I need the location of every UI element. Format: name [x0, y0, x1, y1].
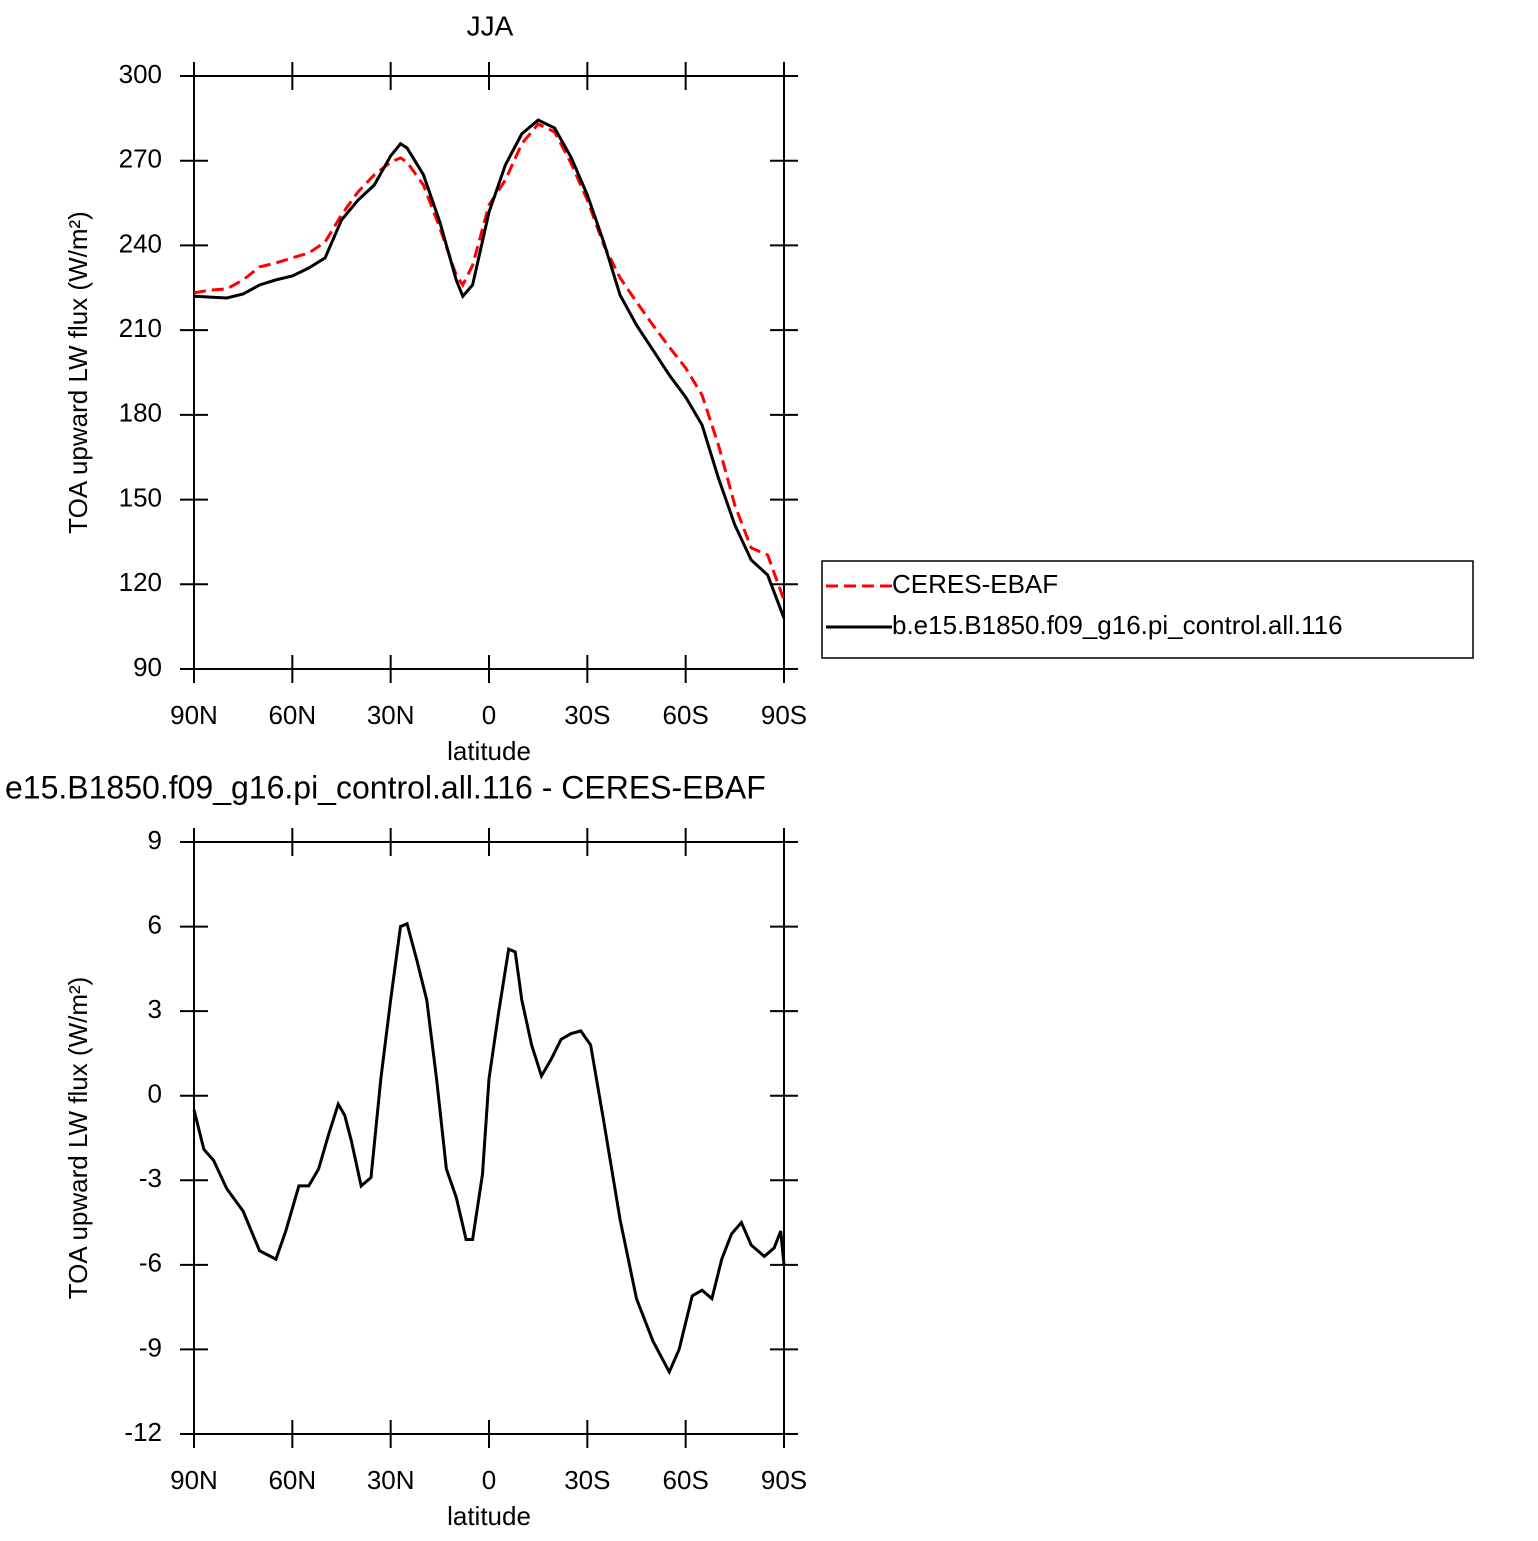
x-tick-label: 60S — [663, 1465, 709, 1495]
x-tick-label: 60S — [663, 700, 709, 730]
y-tick-label: 120 — [119, 567, 162, 597]
data-line — [193, 122, 786, 601]
legend-label: CERES-EBAF — [892, 569, 1058, 599]
legend-label: b.e15.B1850.f09_g16.pi_control.all.116 — [892, 610, 1343, 640]
x-axis-label: latitude — [447, 736, 531, 766]
x-tick-label: 0 — [482, 1465, 496, 1495]
plot-frame — [193, 75, 785, 670]
chart-title: e15.B1850.f09_g16.pi_control.all.116 - C… — [5, 769, 766, 805]
x-tick-label: 0 — [482, 700, 496, 730]
y-tick-label: -3 — [139, 1163, 162, 1193]
x-tick-label: 30N — [367, 1465, 415, 1495]
y-tick-label: -12 — [124, 1417, 162, 1447]
y-tick-label: 0 — [148, 1079, 162, 1109]
y-tick-label: 240 — [119, 228, 162, 258]
x-tick-label: 90N — [170, 1465, 218, 1495]
y-tick-label: 9 — [148, 825, 162, 855]
x-tick-label: 90S — [761, 1465, 807, 1495]
y-axis-label: TOA upward LW flux (W/m²) — [63, 211, 93, 534]
data-line — [193, 118, 786, 619]
y-tick-label: 300 — [119, 59, 162, 89]
y-tick-label: 6 — [148, 909, 162, 939]
plot-frame — [193, 841, 785, 1435]
x-tick-label: 30S — [564, 1465, 610, 1495]
x-tick-label: 30N — [367, 700, 415, 730]
y-tick-label: 3 — [148, 994, 162, 1024]
x-tick-label: 90N — [170, 700, 218, 730]
x-tick-label: 30S — [564, 700, 610, 730]
y-tick-label: 90 — [133, 652, 162, 682]
x-tick-label: 60N — [268, 1465, 316, 1495]
x-axis-label: latitude — [447, 1501, 531, 1531]
y-tick-label: 270 — [119, 144, 162, 174]
y-tick-label: 210 — [119, 313, 162, 343]
y-axis-label: TOA upward LW flux (W/m²) — [63, 977, 93, 1300]
x-tick-label: 60N — [268, 700, 316, 730]
y-tick-label: 180 — [119, 398, 162, 428]
y-tick-label: -6 — [139, 1248, 162, 1278]
y-tick-label: 150 — [119, 482, 162, 512]
legend-box — [821, 560, 1474, 659]
chart-title: JJA — [467, 10, 514, 41]
y-tick-label: -9 — [139, 1332, 162, 1362]
data-line — [192, 921, 786, 1376]
x-tick-label: 90S — [761, 700, 807, 730]
